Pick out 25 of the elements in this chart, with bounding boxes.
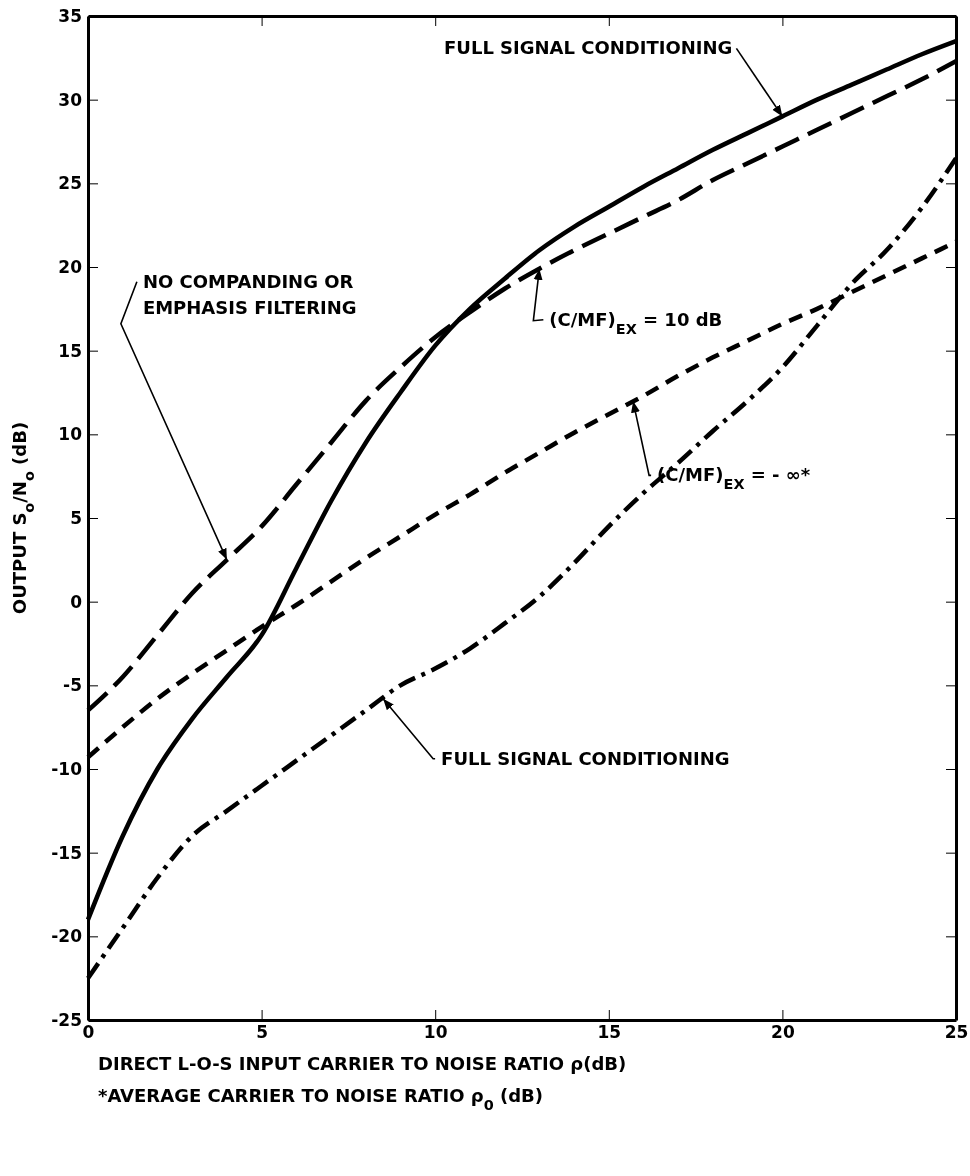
x-tick-label: 25	[944, 1022, 969, 1043]
y-tick-label: 15	[58, 340, 82, 361]
text: *AVERAGE CARRIER TO NOISE RATIO ρ$_{0}$ (dB)	[98, 1085, 544, 1113]
y-tick-label: -25	[51, 1009, 82, 1030]
y-tick-label: 10	[58, 424, 83, 445]
x-tick-label: 20	[771, 1022, 795, 1043]
y-tick-label: -20	[51, 926, 83, 947]
x-tick-label: 15	[597, 1022, 622, 1043]
y-tick-label: -5	[63, 675, 82, 696]
x-tick-label: 5	[256, 1022, 269, 1043]
y-tick-label: 30	[58, 89, 83, 110]
annotation: FULL SIGNAL CONDITIONING	[441, 747, 730, 769]
y-tick-label: -15	[51, 842, 82, 863]
annotation: NO COMPANDING OR EMPHASIS FILTERING	[142, 270, 357, 318]
y-tick-label: 35	[58, 5, 82, 26]
y-tick-label: 0	[70, 591, 83, 612]
annotation: FULL SIGNAL CONDITIONING	[444, 37, 733, 59]
y-tick-label: 25	[58, 173, 82, 194]
annotation: (C/MF)$_{EX}$ = - ∞*	[657, 464, 811, 493]
y-tick-label: 5	[70, 507, 82, 528]
x-tick-label: 10	[423, 1022, 448, 1043]
annotation: (C/MF)$_{EX}$ = 10 dB	[549, 308, 723, 337]
x-axis-title: DIRECT L-O-S INPUT CARRIER TO NOISE RATIO ρ(dB)	[98, 1053, 627, 1074]
y-tick-label: -10	[51, 758, 83, 779]
y-tick-label: 20	[58, 256, 83, 277]
